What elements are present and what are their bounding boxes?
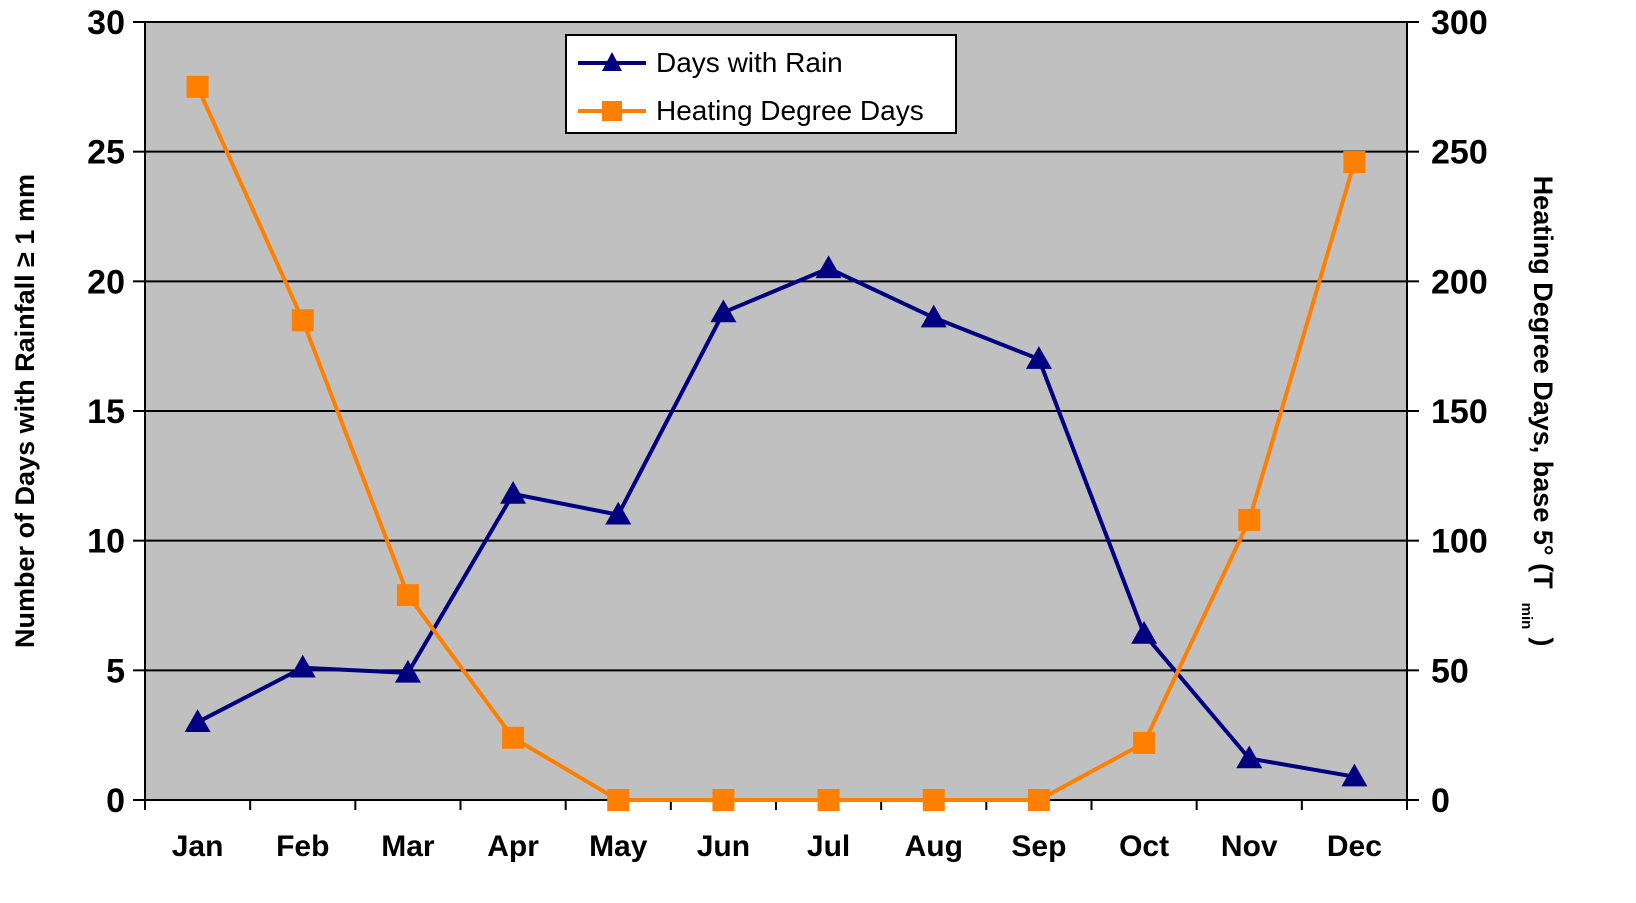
x-tick-label: Jan (172, 830, 224, 863)
data-point-triangle (1025, 346, 1052, 369)
y-tick-label: 25 (87, 134, 125, 172)
data-point-square (1238, 508, 1261, 531)
x-tick-label: Apr (487, 830, 539, 863)
x-tick-label: Oct (1119, 830, 1169, 863)
data-point-square (1133, 731, 1156, 754)
y-axis-title: Number of Days with Rainfall ≥ 1 mm (10, 174, 40, 648)
legend: Days with Rain Heating Degree Days (565, 34, 957, 134)
data-point-square (712, 789, 735, 811)
y-tick-label: 0 (106, 782, 125, 820)
y2-tick-label: 0 (1431, 782, 1450, 820)
y2-axis-title-close: ) (1528, 637, 1558, 646)
series-days-with-rain (184, 255, 1368, 787)
x-tick-label: Jun (697, 830, 750, 863)
data-point-square (1027, 789, 1050, 811)
x-tick-label: May (589, 830, 648, 863)
y-tick-label: 30 (87, 4, 125, 42)
y2-axis-title: Heating Degree Days, base 5° (T min) (1518, 176, 1558, 647)
y-tick-label: 10 (87, 523, 125, 561)
legend-hdd-marker (602, 101, 622, 121)
data-point-triangle (289, 654, 316, 678)
y2-tick-label: 200 (1431, 263, 1488, 301)
legend-rain-marker (602, 52, 622, 71)
x-tick-label: Aug (905, 830, 963, 863)
data-point-triangle (500, 480, 527, 504)
y2-axis-title-main: Heating Degree Days, base 5° (T (1528, 176, 1558, 589)
data-point-triangle (710, 299, 737, 323)
data-point-triangle (815, 255, 842, 279)
data-point-square (186, 75, 209, 98)
svg-text:Heating Degree Days, base 5° (: Heating Degree Days, base 5° (T min) (1518, 176, 1558, 647)
y2-tick-label: 300 (1431, 4, 1488, 42)
data-point-triangle (1341, 763, 1368, 787)
y2-tick-label: 150 (1431, 393, 1488, 431)
x-tick-label: Mar (381, 830, 435, 863)
series (184, 75, 1368, 811)
data-point-triangle (1236, 745, 1263, 769)
data-point-square (817, 789, 840, 811)
data-point-square (1343, 151, 1366, 174)
y2-tick-label: 250 (1431, 134, 1488, 172)
y-tick-label: 5 (106, 652, 125, 690)
y-tick-label: 20 (87, 263, 125, 301)
legend-box (565, 34, 957, 134)
data-point-triangle (920, 304, 947, 328)
x-tick-label: Jul (807, 830, 850, 863)
data-point-square (502, 726, 525, 749)
data-point-triangle (605, 501, 632, 525)
data-point-triangle (1131, 621, 1158, 644)
x-tick-label: Nov (1221, 830, 1278, 863)
y-tick-label: 15 (87, 393, 125, 431)
x-tick-label: Feb (276, 830, 329, 863)
y2-axis-title-subscript: min (1518, 603, 1535, 630)
data-point-square (291, 309, 314, 332)
data-point-triangle (394, 659, 421, 683)
y2-tick-label: 50 (1431, 652, 1469, 690)
legend-hdd-label: Heating Degree Days (656, 95, 924, 126)
data-point-square (922, 789, 945, 811)
series-line (196, 266, 1355, 779)
x-tick-label: Dec (1327, 830, 1382, 863)
legend-rain-label: Days with Rain (656, 47, 843, 78)
y2-tick-label: 100 (1431, 523, 1488, 561)
series-line (195, 86, 1357, 802)
data-point-square (396, 584, 419, 607)
data-point-square (607, 789, 630, 811)
data-point-triangle (184, 709, 211, 732)
series-heating-degree-days (186, 75, 1366, 811)
x-tick-label: Sep (1011, 830, 1066, 863)
